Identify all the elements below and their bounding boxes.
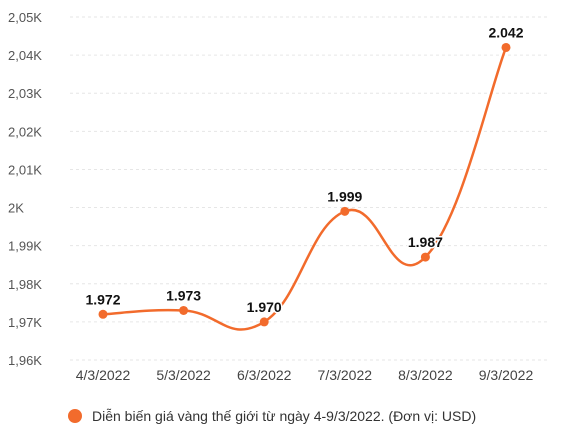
series-line (102, 47, 508, 331)
grid (70, 16, 550, 361)
x-tick-label: 6/3/2022 (237, 367, 292, 383)
data-point[interactable] (420, 252, 430, 262)
x-tick-label: 9/3/2022 (479, 367, 534, 383)
x-axis-ticks: 4/3/2022 5/3/2022 6/3/2022 7/3/2022 8/3/2022… (76, 367, 534, 383)
y-tick-label: 1,97K (8, 315, 42, 330)
y-tick-label: 2,03K (8, 86, 42, 101)
legend[interactable]: Diễn biến giá vàng thế giới từ ngày 4-9/… (68, 408, 476, 424)
x-tick-label: 8/3/2022 (398, 367, 453, 383)
data-point[interactable] (98, 309, 108, 319)
y-tick-label: 1,96K (8, 353, 42, 368)
x-tick-label: 5/3/2022 (156, 367, 211, 383)
data-label: 1.970 (247, 299, 282, 315)
y-tick-label: 2,02K (8, 124, 42, 139)
x-tick-label: 4/3/2022 (76, 367, 131, 383)
data-label: 1.972 (85, 291, 120, 307)
x-tick-label: 7/3/2022 (318, 367, 373, 383)
y-tick-label: 2,04K (8, 48, 42, 63)
y-tick-label: 2,01K (8, 162, 42, 177)
y-tick-label: 2,05K (8, 10, 42, 25)
data-label: 1.999 (327, 188, 362, 204)
data-label: 1.987 (408, 234, 443, 250)
data-point[interactable] (340, 206, 350, 216)
data-label: 1.973 (166, 287, 201, 303)
y-tick-label: 1,99K (8, 239, 42, 254)
y-axis-ticks: 1,96K 1,97K 1,98K 1,99K 2K 2,01K 2,02K 2,03K 2,0… (8, 10, 42, 368)
data-point[interactable] (179, 305, 189, 315)
data-labels: 1.972 1.973 1.970 1.999 1.987 2.042 (84, 23, 525, 316)
data-point[interactable] (259, 317, 269, 327)
legend-marker (68, 409, 82, 423)
data-label: 2.042 (488, 24, 523, 40)
y-tick-label: 1,98K (8, 277, 42, 292)
series (98, 42, 511, 331)
legend-label: Diễn biến giá vàng thế giới từ ngày 4-9/… (92, 408, 477, 424)
y-tick-label: 2K (8, 201, 24, 216)
data-point[interactable] (501, 42, 511, 52)
